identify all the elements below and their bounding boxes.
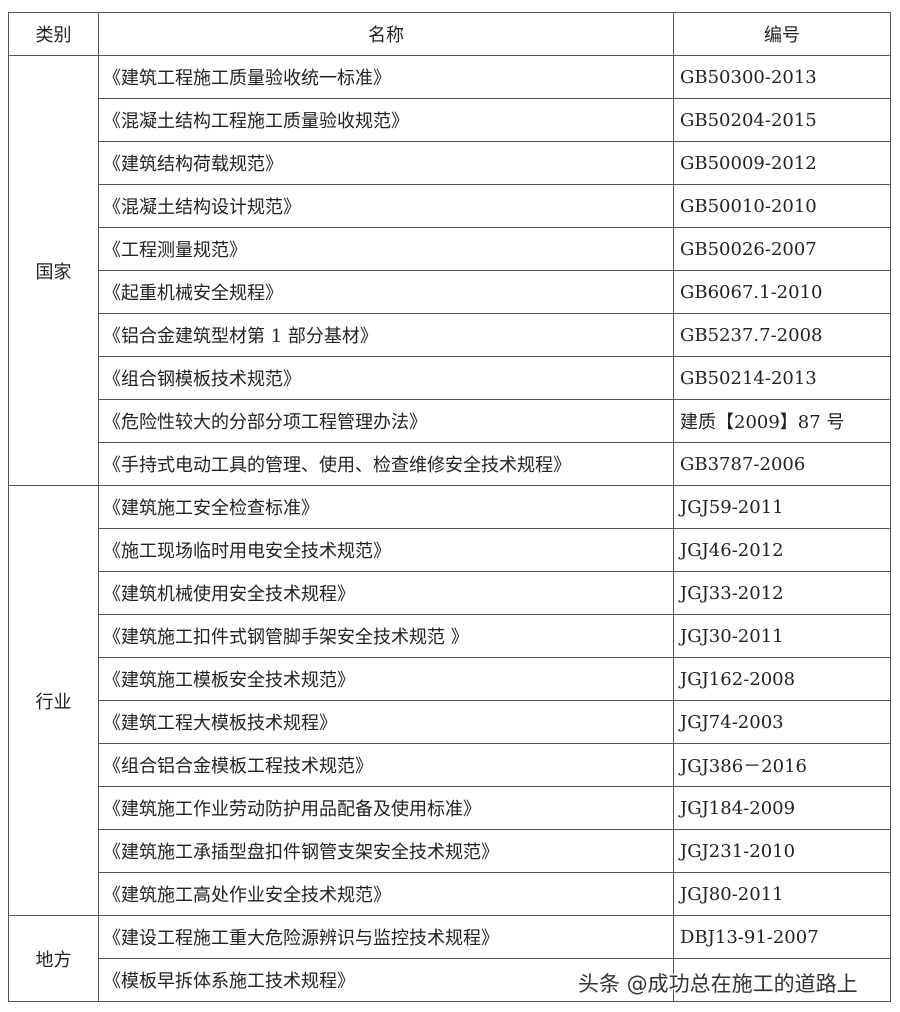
name-cell: 《建筑施工高处作业安全技术规范》 (98, 872, 674, 916)
code-cell: GB50204-2015 (673, 98, 891, 142)
name-cell: 《建筑施工作业劳动防护用品配备及使用标准》 (98, 786, 674, 830)
name-cell: 《组合铝合金模板工程技术规范》 (98, 743, 674, 787)
code-cell: GB50300-2013 (673, 55, 891, 99)
category-cell: 地方 (8, 915, 99, 1002)
name-cell: 《施工现场临时用电安全技术规范》 (98, 528, 674, 572)
code-cell: JGJ386－2016 (673, 743, 891, 787)
code-cell (673, 958, 891, 1002)
name-cell: 《建设工程施工重大危险源辨识与监控技术规程》 (98, 915, 674, 959)
code-cell: JGJ74-2003 (673, 700, 891, 744)
name-cell: 《建筑结构荷载规范》 (98, 141, 674, 185)
code-cell: GB50010-2010 (673, 184, 891, 228)
name-cell: 《建筑施工模板安全技术规范》 (98, 657, 674, 701)
standards-table: 类别 名称 编号 国家 《建筑工程施工质量验收统一标准》 GB50300-2013 《… (8, 12, 891, 1002)
table-row: 行业 《建筑施工安全检查标准》 JGJ59-2011 (8, 485, 891, 916)
code-cell: JGJ184-2009 (673, 786, 891, 830)
code-cell: DBJ13-91-2007 (673, 915, 891, 959)
table-row: 《铝合金建筑型材第 1 部分基材》 GB5237.7-2008 (9, 313, 891, 357)
header-cell: 类别 (8, 12, 99, 56)
name-cell: 《建筑工程大模板技术规程》 (98, 700, 674, 744)
table-row: 《混凝土结构工程施工质量验收规范》 GB50204-2015 (9, 98, 891, 142)
watermark: 头条 @成功总在施工的道路上 (578, 972, 858, 996)
table-row: 《建筑施工扣件式钢管脚手架安全技术规范 》 JGJ30-2011 (9, 614, 891, 658)
code-cell: JGJ30-2011 (673, 614, 891, 658)
name-cell: 《建筑施工扣件式钢管脚手架安全技术规范 》 (98, 614, 674, 658)
name-cell: 《模板早拆体系施工技术规程》 (98, 958, 674, 1002)
name-cell: 《组合钢模板技术规范》 (98, 356, 674, 400)
name-cell: 《建筑机械使用安全技术规程》 (98, 571, 674, 615)
table-row: 国家 《建筑工程施工质量验收统一标准》 GB50300-2013 (8, 55, 891, 486)
category-cell: 行业 (8, 485, 99, 916)
table-row: 《建筑结构荷载规范》 GB50009-2012 (9, 141, 891, 185)
name-cell: 《危险性较大的分部分项工程管理办法》 (98, 399, 674, 443)
table-row: 《建筑机械使用安全技术规程》 JGJ33-2012 (9, 571, 891, 615)
name-cell: 《混凝土结构设计规范》 (98, 184, 674, 228)
name-cell: 《建筑工程施工质量验收统一标准》 (98, 55, 674, 99)
name-cell: 《建筑施工承插型盘扣件钢管支架安全技术规范》 (98, 829, 674, 873)
name-cell: 《手持式电动工具的管理、使用、检查维修安全技术规程》 (98, 442, 674, 486)
table-row: 《组合铝合金模板工程技术规范》 JGJ386－2016 (9, 743, 891, 787)
code-cell: GB3787-2006 (673, 442, 891, 486)
code-cell: JGJ33-2012 (673, 571, 891, 615)
table-row: 《建筑施工作业劳动防护用品配备及使用标准》 JGJ184-2009 (9, 786, 891, 830)
table-row: 《起重机械安全规程》 GB6067.1-2010 (9, 270, 891, 314)
name-cell: 《起重机械安全规程》 (98, 270, 674, 314)
table-row: 《危险性较大的分部分项工程管理办法》 建质【2009】87 号 (9, 399, 891, 443)
table-row: 《模板早拆体系施工技术规程》 (9, 958, 891, 1002)
category-cell: 国家 (8, 55, 99, 486)
code-cell: 建质【2009】87 号 (673, 399, 891, 443)
code-cell: JGJ162-2008 (673, 657, 891, 701)
code-cell: JGJ46-2012 (673, 528, 891, 572)
name-cell: 《铝合金建筑型材第 1 部分基材》 (98, 313, 674, 357)
code-cell: GB50026-2007 (673, 227, 891, 271)
code-cell: JGJ231-2010 (673, 829, 891, 873)
code-cell: GB50214-2013 (673, 356, 891, 400)
table-row: 《建筑施工高处作业安全技术规范》 JGJ80-2011 (9, 872, 891, 916)
code-cell: GB50009-2012 (673, 141, 891, 185)
table-row: 《建筑施工承插型盘扣件钢管支架安全技术规范》 JGJ231-2010 (9, 829, 891, 873)
code-cell: JGJ59-2011 (673, 485, 891, 529)
header-cell: 编号 (673, 12, 891, 56)
table-row: 《建筑施工模板安全技术规范》 JGJ162-2008 (9, 657, 891, 701)
name-cell: 《工程测量规范》 (98, 227, 674, 271)
table-row: 《施工现场临时用电安全技术规范》 JGJ46-2012 (9, 528, 891, 572)
table-body: 国家 《建筑工程施工质量验收统一标准》 GB50300-2013 《混凝土结构工程施工… (8, 55, 891, 1002)
header-cell: 名称 (98, 12, 674, 56)
table-row: 《建筑工程大模板技术规程》 JGJ74-2003 (9, 700, 891, 744)
name-cell: 《建筑施工安全检查标准》 (98, 485, 674, 529)
code-cell: GB5237.7-2008 (673, 313, 891, 357)
table-row: 《组合钢模板技术规范》 GB50214-2013 (9, 356, 891, 400)
name-cell: 《混凝土结构工程施工质量验收规范》 (98, 98, 674, 142)
header-row: 类别 名称 编号 (8, 12, 891, 56)
table-row: 《手持式电动工具的管理、使用、检查维修安全技术规程》 GB3787-2006 (9, 442, 891, 486)
table-row: 《混凝土结构设计规范》 GB50010-2010 (9, 184, 891, 228)
code-cell: JGJ80-2011 (673, 872, 891, 916)
table-row: 地方 《建设工程施工重大危险源辨识与监控技术规程》 DBJ13-91-2007 (8, 915, 891, 1002)
table-row: 《工程测量规范》 GB50026-2007 (9, 227, 891, 271)
code-cell: GB6067.1-2010 (673, 270, 891, 314)
